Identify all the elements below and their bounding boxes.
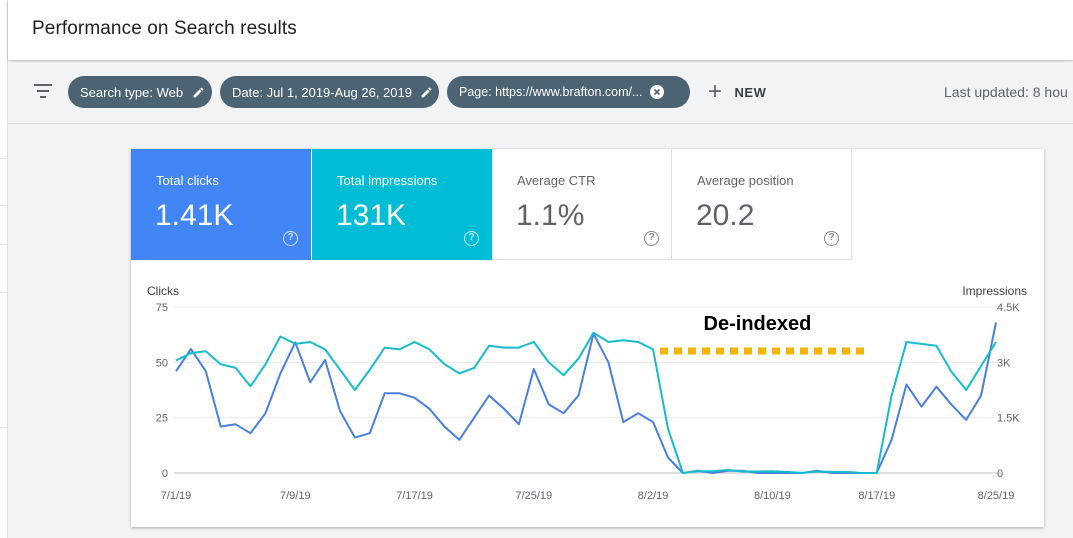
x-tick-label: 8/17/19 — [858, 490, 895, 502]
impressions-series-line — [175, 331, 997, 474]
x-tick-label: 8/2/19 — [638, 490, 669, 502]
metric-label: Total impressions — [337, 173, 438, 188]
chip-label: Search type: Web — [80, 84, 184, 100]
left-tick-label: 0 — [162, 468, 168, 480]
chip-label: Page: https://www.brafton.com/... — [459, 85, 643, 99]
x-tick-label: 7/17/19 — [396, 490, 433, 502]
annotation-label: De-indexed — [704, 313, 812, 335]
metric-label: Total clicks — [156, 173, 219, 188]
x-tick-label: 7/25/19 — [515, 490, 552, 502]
new-filter-button[interactable]: + NEW — [708, 76, 766, 108]
close-circle-icon[interactable] — [650, 85, 665, 99]
left-tick-label: 25 — [156, 413, 168, 425]
right-tick-label: 0 — [997, 468, 1003, 480]
x-tick-label: 7/1/19 — [161, 490, 192, 502]
page-header: Performance on Search results — [8, 0, 1073, 60]
x-tick-label: 7/9/19 — [280, 490, 311, 502]
help-icon[interactable]: ? — [824, 231, 839, 246]
average-position-tile[interactable]: Average position 20.2 ? — [672, 149, 852, 260]
chip-label: Date: Jul 1, 2019-Aug 26, 2019 — [232, 84, 412, 100]
help-icon[interactable]: ? — [283, 231, 298, 246]
filter-bar: Search type: Web Date: Jul 1, 2019-Aug 2… — [8, 62, 1073, 124]
total-impressions-tile[interactable]: Total impressions 131K ? — [312, 149, 492, 260]
metric-value: 131K — [336, 199, 407, 232]
new-button-label: NEW — [734, 84, 767, 100]
date-range-chip[interactable]: Date: Jul 1, 2019-Aug 26, 2019 — [220, 76, 439, 108]
x-tick-label: 8/25/19 — [978, 490, 1015, 502]
average-ctr-tile[interactable]: Average CTR 1.1% ? — [492, 149, 672, 260]
x-tick-label: 8/10/19 — [754, 490, 791, 502]
plus-icon: + — [708, 78, 723, 105]
total-clicks-tile[interactable]: Total clicks 1.41K ? — [131, 149, 311, 260]
metric-label: Average position — [697, 173, 794, 188]
search-type-chip[interactable]: Search type: Web — [68, 76, 212, 108]
right-tick-label: 4.5K — [997, 302, 1020, 314]
last-updated-text: Last updated: 8 hou — [944, 84, 1068, 100]
performance-card: Total clicks 1.41K ? Total impressions 1… — [131, 149, 1044, 527]
right-axis-label: Impressions — [962, 284, 1027, 298]
page-filter-chip[interactable]: Page: https://www.brafton.com/... — [447, 76, 690, 108]
page-title: Performance on Search results — [32, 18, 297, 39]
filter-icon[interactable] — [34, 84, 52, 98]
pencil-icon[interactable] — [191, 85, 205, 99]
left-tick-label: 50 — [156, 357, 168, 369]
metric-value: 1.41K — [155, 199, 234, 232]
left-axis-label: Clicks — [147, 284, 179, 298]
left-tick-label: 75 — [156, 302, 168, 314]
metric-value: 1.1% — [516, 199, 585, 232]
right-tick-label: 3K — [997, 357, 1011, 369]
right-tick-label: 1.5K — [997, 413, 1020, 425]
left-nav-strip — [0, 0, 8, 538]
help-icon[interactable]: ? — [464, 231, 479, 246]
help-icon[interactable]: ? — [644, 231, 659, 246]
metric-label: Average CTR — [517, 173, 596, 188]
performance-chart[interactable]: Clicks Impressions 75 4.5K 50 3K 25 1.5K 0 0 7/1… — [131, 149, 1044, 527]
metric-value: 20.2 — [696, 199, 755, 232]
pencil-icon[interactable] — [420, 85, 434, 99]
